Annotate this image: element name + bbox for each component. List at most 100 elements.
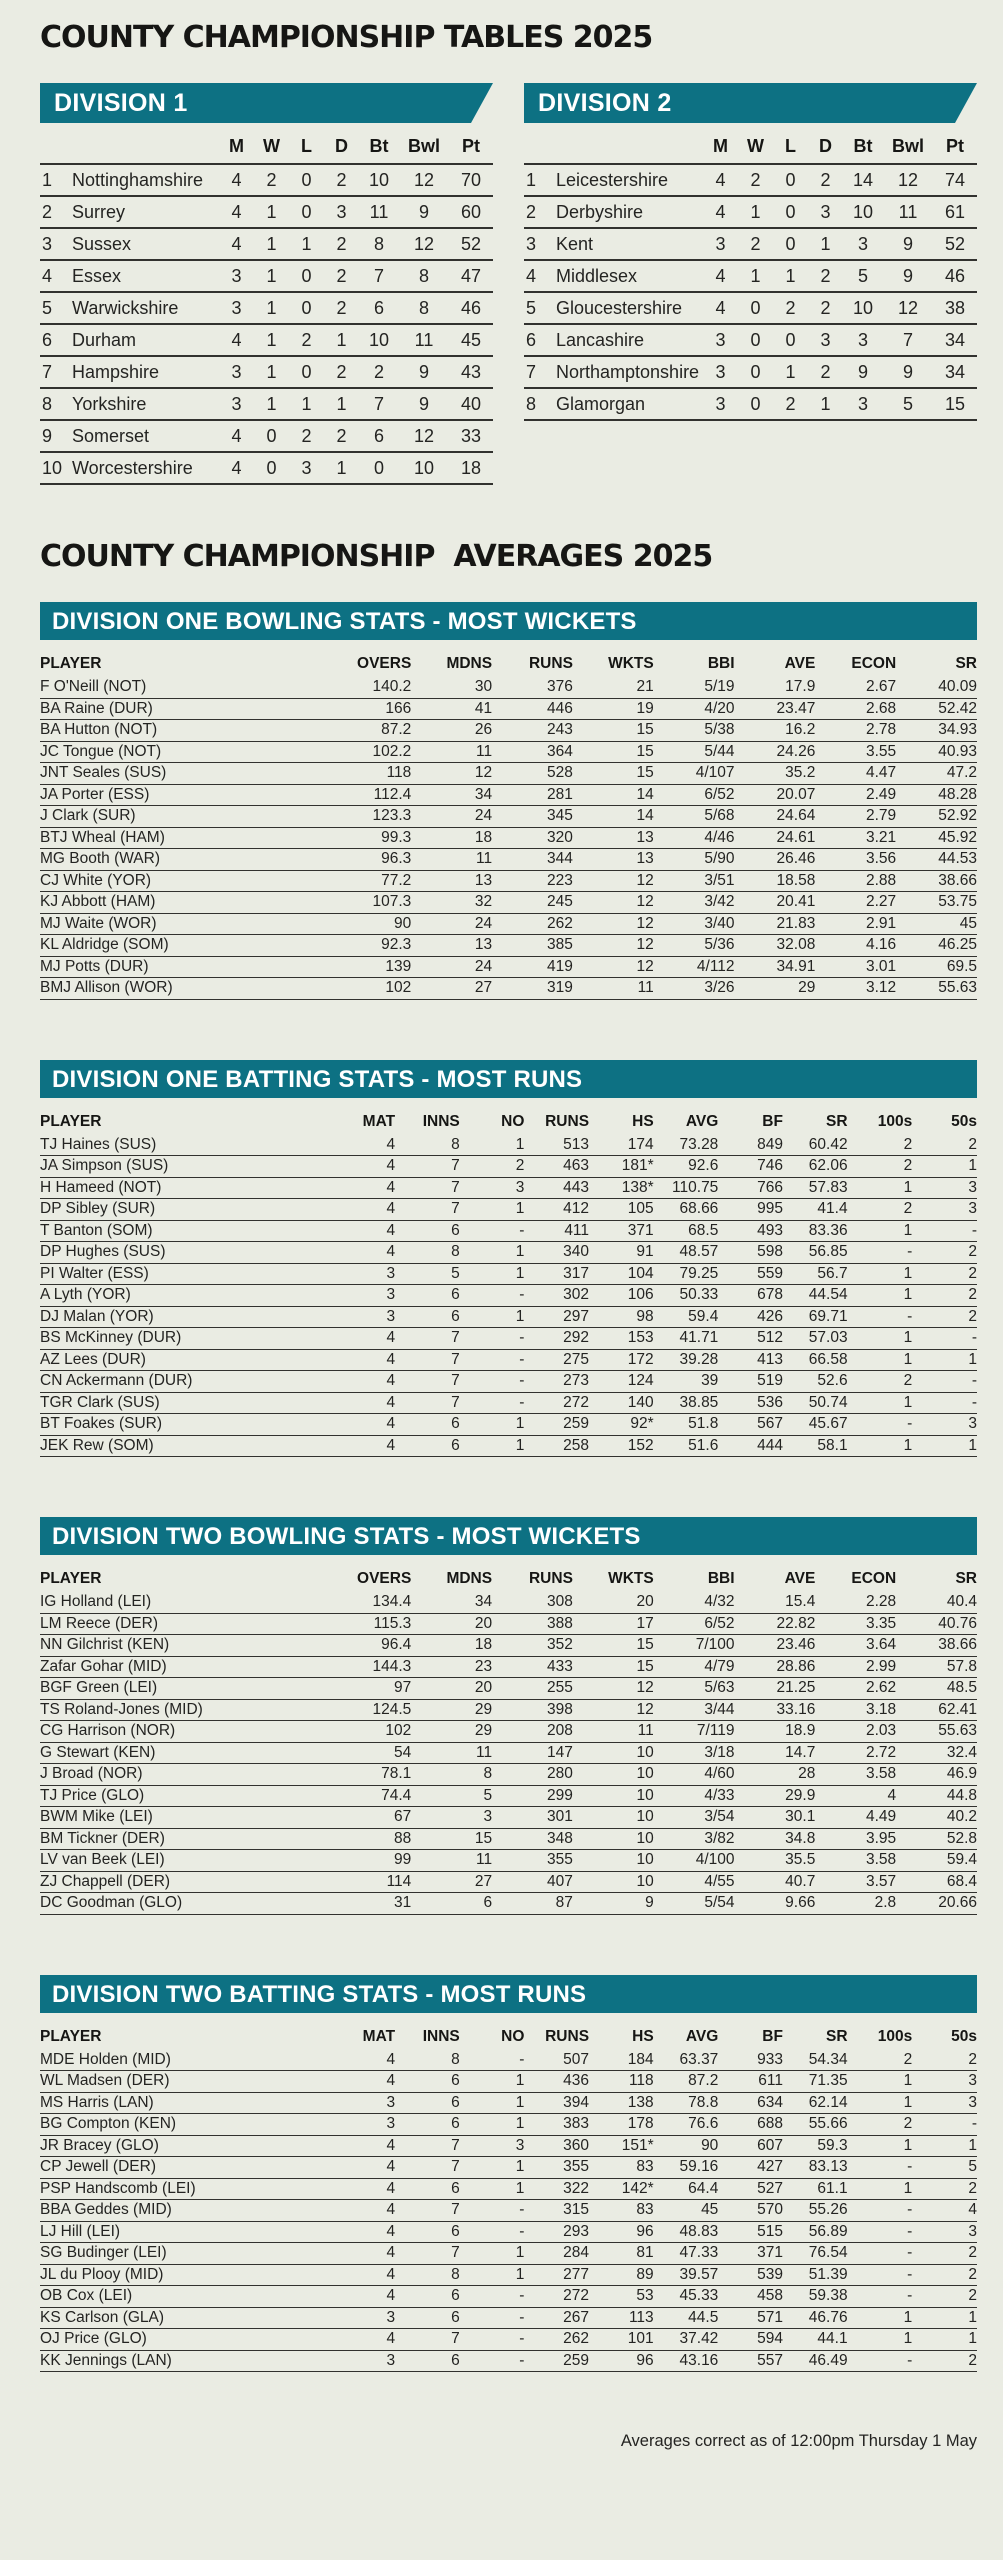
- standings-stat-value: 6: [359, 292, 399, 325]
- standings-stat-value: 2: [324, 356, 359, 389]
- standings-stat-value: 2: [738, 228, 773, 261]
- team-position: 7: [40, 356, 72, 389]
- player-name: Zafar Gohar (MID): [40, 1656, 331, 1678]
- stat-value: 181*: [589, 1155, 654, 1178]
- stat-value: 3: [912, 1198, 977, 1221]
- stat-value: 7: [395, 1370, 460, 1393]
- stat-value: 1: [847, 1435, 913, 1457]
- stat-value: 2: [459, 1155, 525, 1178]
- standings-stat-value: 4: [219, 452, 254, 485]
- stat-value: 51.6: [653, 1435, 719, 1457]
- standings-stat-value: 2: [808, 356, 843, 389]
- stat-value: 1: [459, 1241, 525, 1264]
- player-name: BT Foakes (SUR): [40, 1413, 331, 1436]
- division-two-bowling-table: PLAYER OVERS MDNS RUNS WKTS BBI AVE ECON SR IG Ho…: [40, 1566, 977, 1915]
- stat-value: 4: [330, 1413, 396, 1436]
- stat-value: 272: [524, 1392, 590, 1414]
- stat-value: 83.36: [782, 1220, 848, 1242]
- standings-stat-value: 4: [703, 260, 738, 293]
- stats-row: JL du Plooy (MID) 4 8 1 277 89 39.57 539 51.39-2: [40, 2264, 977, 2286]
- stat-value: 18.58: [734, 870, 816, 892]
- stat-value: 11: [572, 977, 654, 1000]
- stat-value: 66.58: [782, 1349, 848, 1371]
- standings-stat-value: 60: [449, 196, 493, 229]
- stat-value: 57.83: [782, 1177, 848, 1199]
- stats-column-header: WKTS: [608, 1570, 654, 1587]
- player-name: JA Porter (ESS): [40, 784, 331, 806]
- stat-value: 38.66: [896, 1634, 977, 1657]
- stat-value: 39.28: [653, 1349, 719, 1371]
- stat-value: 21.83: [734, 913, 816, 935]
- player-name: IG Holland (LEI): [40, 1592, 331, 1614]
- team-name: Essex: [72, 260, 219, 293]
- stat-value: -: [847, 2285, 913, 2308]
- stats-row: F O'Neill (NOT) 140.2 30 376 21 5/19 17.9 2.67 4…: [40, 677, 977, 699]
- stat-value: 10: [572, 1806, 654, 1829]
- player-name: KL Aldridge (SOM): [40, 934, 331, 957]
- stat-value: 1: [847, 2070, 913, 2093]
- stat-value: -: [459, 1284, 525, 1307]
- team-name: Leicestershire: [556, 164, 703, 197]
- stat-value: -: [847, 1306, 913, 1328]
- stat-value: 2: [912, 2264, 977, 2286]
- stats-column-header: OVERS: [357, 655, 412, 672]
- stats-column-header: BF: [762, 1112, 783, 1130]
- stat-value: 3.18: [815, 1699, 897, 1721]
- standings-stat-value: 4: [219, 164, 254, 197]
- stats-column-header: ECON: [851, 655, 897, 672]
- stat-value: 12: [572, 1677, 654, 1700]
- team-position: 5: [40, 292, 72, 325]
- standings-stat-value: 3: [808, 324, 843, 357]
- standings-section: DIVISION 1 M W L D Bt Bwl Pt 1 Nottinghamshire 4 2…: [40, 83, 977, 485]
- team-name: Glamorgan: [556, 388, 703, 421]
- standings-column-header: Pt: [449, 136, 493, 165]
- stat-value: 933: [718, 2049, 783, 2071]
- stat-value: 96.4: [330, 1634, 412, 1657]
- stat-value: 142*: [589, 2178, 654, 2200]
- stat-value: 398: [492, 1699, 573, 1721]
- stat-value: -: [847, 2199, 913, 2222]
- stat-value: 20.07: [734, 784, 816, 806]
- stat-value: 96: [589, 2350, 654, 2372]
- stat-value: -: [459, 1370, 525, 1393]
- stat-value: 2: [912, 2242, 977, 2265]
- standings-row: 1 Leicestershire 4 2 0 2 14 12 74: [524, 164, 977, 197]
- stat-value: 102.2: [330, 741, 412, 763]
- stats-column-header: RUNS: [545, 2027, 590, 2045]
- stat-value: 1: [459, 2264, 525, 2286]
- stat-value: 101: [589, 2328, 654, 2351]
- standings-stat-value: 10: [843, 196, 883, 229]
- team-position: 2: [524, 196, 556, 229]
- stats-row: BT Foakes (SUR) 4 6 1 259 92* 51.8 567 45.67-3: [40, 1413, 977, 1436]
- stat-value: 292: [524, 1327, 590, 1350]
- stat-value: 79.25: [653, 1263, 719, 1285]
- stat-value: 2.72: [815, 1742, 897, 1764]
- stats-row: JA Porter (ESS) 112.4 34 281 14 6/52 20.07 2.49…: [40, 784, 977, 806]
- stats-row: BM Tickner (DER) 88 15 348 10 3/82 34.8 3.95 52.…: [40, 1828, 977, 1850]
- stat-value: 3: [411, 1806, 493, 1829]
- player-name: MG Booth (WAR): [40, 848, 331, 871]
- stat-value: 352: [492, 1634, 573, 1657]
- stats-column-header: MDNS: [446, 655, 493, 672]
- stats-row: LM Reece (DER) 115.3 20 388 17 6/52 22.82 3.35 4…: [40, 1613, 977, 1635]
- stat-value: 138: [589, 2092, 654, 2114]
- stat-value: 52.6: [782, 1370, 848, 1393]
- stat-value: 4: [330, 2242, 396, 2265]
- stat-value: 90: [653, 2135, 719, 2157]
- stat-value: 4: [330, 1392, 396, 1414]
- stat-value: 284: [524, 2242, 590, 2265]
- stat-value: 12: [572, 956, 654, 978]
- stat-value: 152: [589, 1435, 654, 1457]
- stat-value: 18.9: [734, 1720, 816, 1743]
- stat-value: 4: [330, 2178, 396, 2200]
- stat-value: 89: [589, 2264, 654, 2286]
- stat-value: 40.76: [896, 1613, 977, 1635]
- standings-stat-value: 8: [399, 292, 449, 325]
- stats-row: NN Gilchrist (KEN) 96.4 18 352 15 7/100 23.46 3…: [40, 1634, 977, 1657]
- stat-value: 4.16: [815, 934, 897, 957]
- stat-value: 54.34: [782, 2049, 848, 2071]
- standings-column-header: W: [254, 136, 289, 165]
- stats-row: PSP Handscomb (LEI) 4 6 1 322 142* 64.4 527 61.1…: [40, 2178, 977, 2200]
- stat-value: 1: [912, 1349, 977, 1371]
- stats-row: DC Goodman (GLO) 31 6 87 9 5/54 9.66 2.8 20.66: [40, 1892, 977, 1915]
